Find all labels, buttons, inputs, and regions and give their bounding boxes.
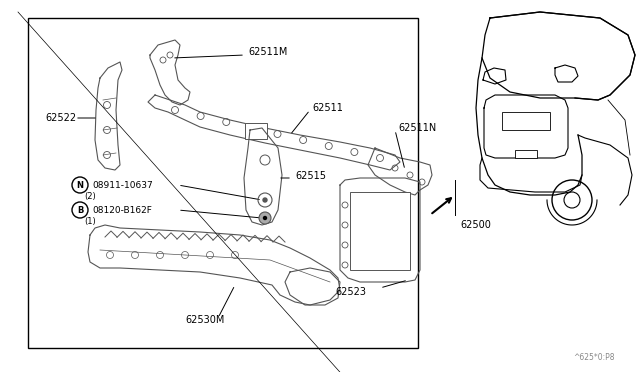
Text: 62511N: 62511N xyxy=(398,123,436,133)
Bar xyxy=(515,150,537,158)
Text: B: B xyxy=(77,205,83,215)
Text: 62522: 62522 xyxy=(45,113,76,123)
Text: N: N xyxy=(77,180,83,189)
Text: 62523: 62523 xyxy=(335,287,366,297)
Text: 62530M: 62530M xyxy=(185,315,225,325)
Circle shape xyxy=(264,217,266,219)
Text: 62511: 62511 xyxy=(312,103,343,113)
Bar xyxy=(502,112,550,130)
Text: (2): (2) xyxy=(84,192,96,201)
Circle shape xyxy=(259,212,271,224)
Text: 08120-B162F: 08120-B162F xyxy=(92,205,152,215)
Text: ^625*0:P8: ^625*0:P8 xyxy=(573,353,615,362)
Bar xyxy=(245,123,267,139)
Text: (1): (1) xyxy=(84,217,96,225)
Text: 62515: 62515 xyxy=(295,171,326,181)
Bar xyxy=(350,192,410,270)
Text: 62500: 62500 xyxy=(460,220,491,230)
Bar xyxy=(28,18,418,348)
Text: 08911-10637: 08911-10637 xyxy=(92,180,153,189)
Circle shape xyxy=(263,198,267,202)
Text: 62511M: 62511M xyxy=(248,47,287,57)
